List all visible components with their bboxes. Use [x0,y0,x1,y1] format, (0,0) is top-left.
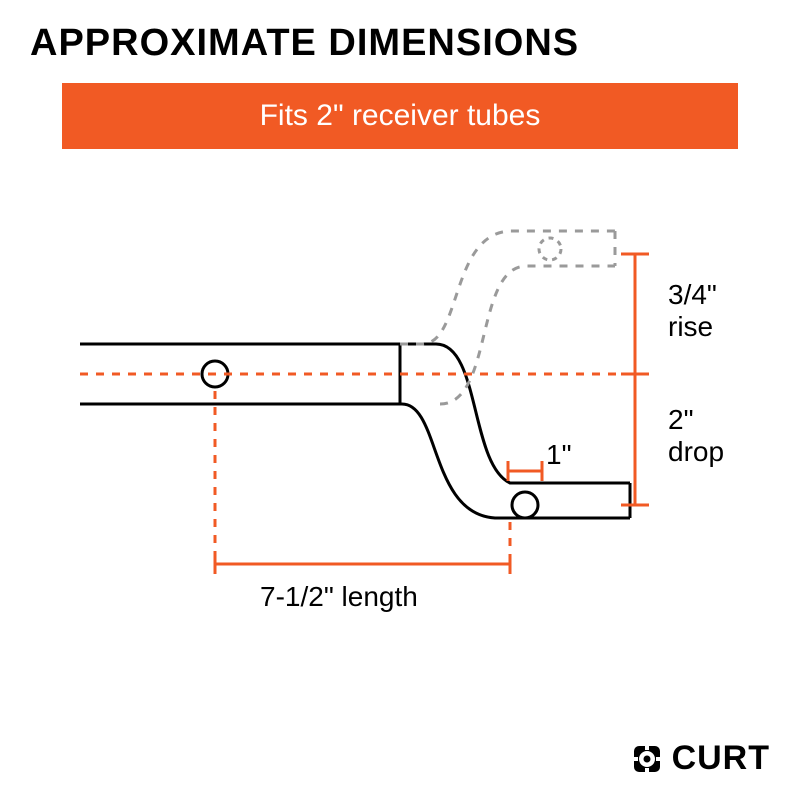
fit-banner: Fits 2" receiver tubes [62,83,738,149]
hitch-icon [630,742,664,776]
brand-name: CURT [672,739,770,778]
hole-dia-label: 1" [546,439,572,471]
page-title: APPROXIMATE DIMENSIONS [30,22,770,65]
rise-label: 3/4"rise [668,279,717,343]
brand-logo: CURT [630,739,770,778]
drop-label: 2"drop [668,404,724,468]
dimensions-diagram: 3/4"rise 2"drop 1" 7-1/2" length [0,149,800,669]
length-label: 7-1/2" length [260,581,418,613]
